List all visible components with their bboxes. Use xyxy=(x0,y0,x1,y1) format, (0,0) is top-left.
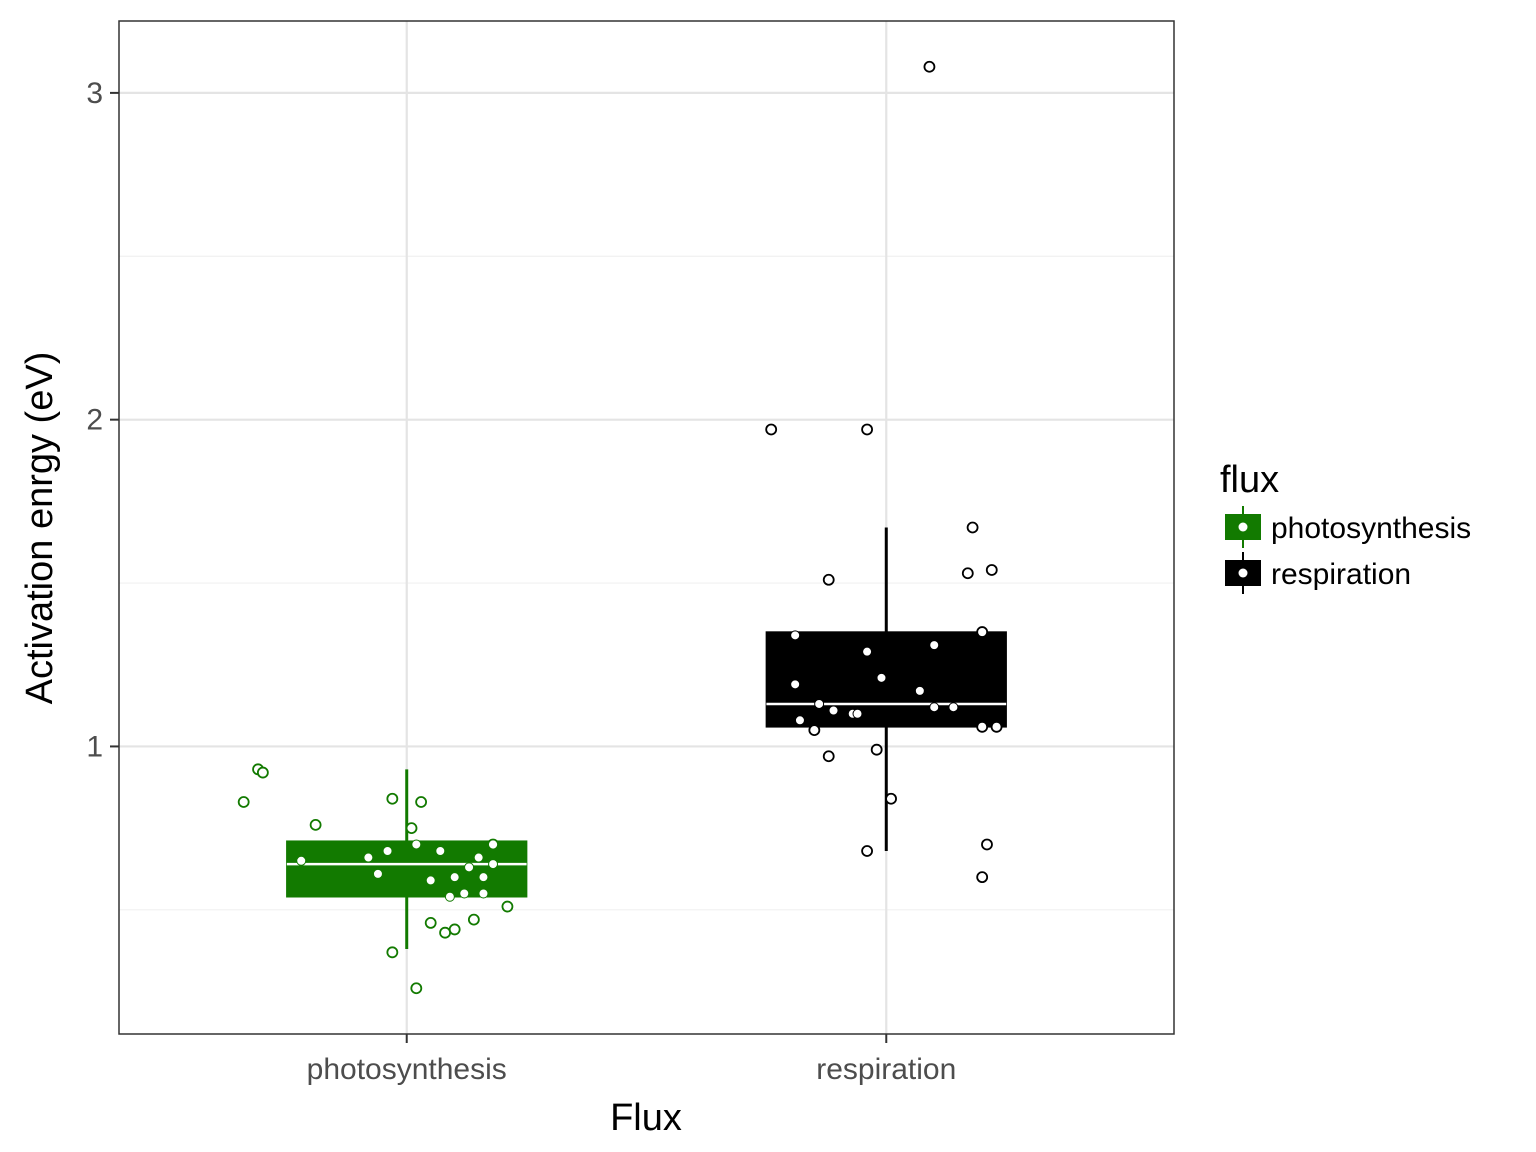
legend-entry-respiration: respiration xyxy=(1225,552,1411,594)
data-point-photosynthesis xyxy=(439,926,451,939)
data-point-respiration xyxy=(790,630,801,641)
data-point-respiration xyxy=(861,423,873,436)
y-tick-label: 3 xyxy=(86,77,103,110)
data-point-respiration xyxy=(822,573,835,586)
data-point-respiration xyxy=(985,564,998,576)
y-tick-label: 1 xyxy=(86,730,103,763)
y-tick-label: 2 xyxy=(86,404,103,437)
box-photosynthesis xyxy=(286,840,528,898)
box-layer xyxy=(286,527,1007,950)
data-point-respiration xyxy=(852,708,863,719)
data-point-respiration xyxy=(808,724,821,736)
data-point-respiration xyxy=(976,626,989,638)
data-point-photosynthesis xyxy=(487,838,499,851)
data-point-photosynthesis xyxy=(411,839,422,850)
box-respiration xyxy=(765,631,1007,728)
data-point-photosynthesis xyxy=(467,913,480,926)
legend-key-point xyxy=(1238,568,1248,578)
data-point-respiration xyxy=(976,871,989,884)
data-point-photosynthesis xyxy=(386,946,399,959)
data-point-photosynthesis xyxy=(473,852,484,863)
data-point-photosynthesis xyxy=(448,923,461,936)
data-point-photosynthesis xyxy=(296,855,307,866)
data-point-respiration xyxy=(870,743,883,756)
data-point-respiration xyxy=(814,698,825,709)
legend-entries: photosynthesis respiration xyxy=(1225,506,1471,594)
data-point-respiration xyxy=(929,640,940,651)
grid-layer xyxy=(119,21,1174,1034)
data-point-photosynthesis xyxy=(410,982,423,995)
axis-layer: 1 2 3 photosynthesis respiration xyxy=(86,77,956,1086)
data-point-photosynthesis xyxy=(405,822,418,835)
data-point-photosynthesis xyxy=(424,916,437,929)
x-tick-label: respiration xyxy=(816,1053,956,1086)
data-point-respiration xyxy=(861,845,873,857)
data-point-respiration xyxy=(976,720,989,733)
data-point-respiration xyxy=(876,672,887,683)
legend-label: respiration xyxy=(1271,558,1411,591)
data-point-photosynthesis xyxy=(425,875,436,886)
data-point-respiration xyxy=(961,567,974,580)
x-axis-title: Flux xyxy=(610,1097,682,1139)
x-tick-label: photosynthesis xyxy=(307,1053,507,1086)
data-point-photosynthesis xyxy=(449,872,460,883)
data-point-respiration xyxy=(794,715,805,726)
data-point-photosynthesis xyxy=(386,792,399,805)
panel-border xyxy=(118,20,1175,1035)
data-point-photosynthesis xyxy=(415,796,428,808)
data-point-photosynthesis xyxy=(478,872,489,883)
data-point-respiration xyxy=(990,720,1003,733)
data-point-photosynthesis xyxy=(464,862,475,873)
data-point-respiration xyxy=(981,838,993,851)
data-point-respiration xyxy=(966,521,979,534)
point-layer xyxy=(237,60,1003,995)
data-point-photosynthesis xyxy=(372,868,383,879)
legend-key-point xyxy=(1238,522,1248,532)
y-axis-title: Activation enrgy (eV) xyxy=(19,352,61,705)
data-point-respiration xyxy=(929,702,940,713)
data-point-respiration xyxy=(948,702,959,713)
data-point-photosynthesis xyxy=(501,900,514,913)
data-point-respiration xyxy=(765,423,778,436)
data-point-respiration xyxy=(914,685,925,696)
data-point-respiration xyxy=(822,750,835,763)
data-point-photosynthesis xyxy=(459,888,470,899)
data-point-respiration xyxy=(885,792,897,805)
data-point-photosynthesis xyxy=(435,846,446,857)
legend-title: flux xyxy=(1220,459,1279,501)
data-point-photosynthesis xyxy=(444,891,455,902)
data-point-respiration xyxy=(790,679,801,690)
data-point-photosynthesis xyxy=(256,766,269,779)
data-point-respiration xyxy=(862,646,873,657)
data-point-respiration xyxy=(923,60,936,73)
legend: flux photosynthesis respiration xyxy=(1220,459,1471,594)
legend-label: photosynthesis xyxy=(1271,512,1471,545)
data-point-photosynthesis xyxy=(363,852,374,863)
data-point-respiration xyxy=(828,705,839,716)
data-point-photosynthesis xyxy=(488,859,499,870)
data-point-photosynthesis xyxy=(478,888,489,899)
data-point-photosynthesis xyxy=(382,846,393,857)
legend-entry-photosynthesis: photosynthesis xyxy=(1225,506,1471,548)
data-point-photosynthesis xyxy=(237,796,250,808)
data-point-photosynthesis xyxy=(309,818,322,831)
